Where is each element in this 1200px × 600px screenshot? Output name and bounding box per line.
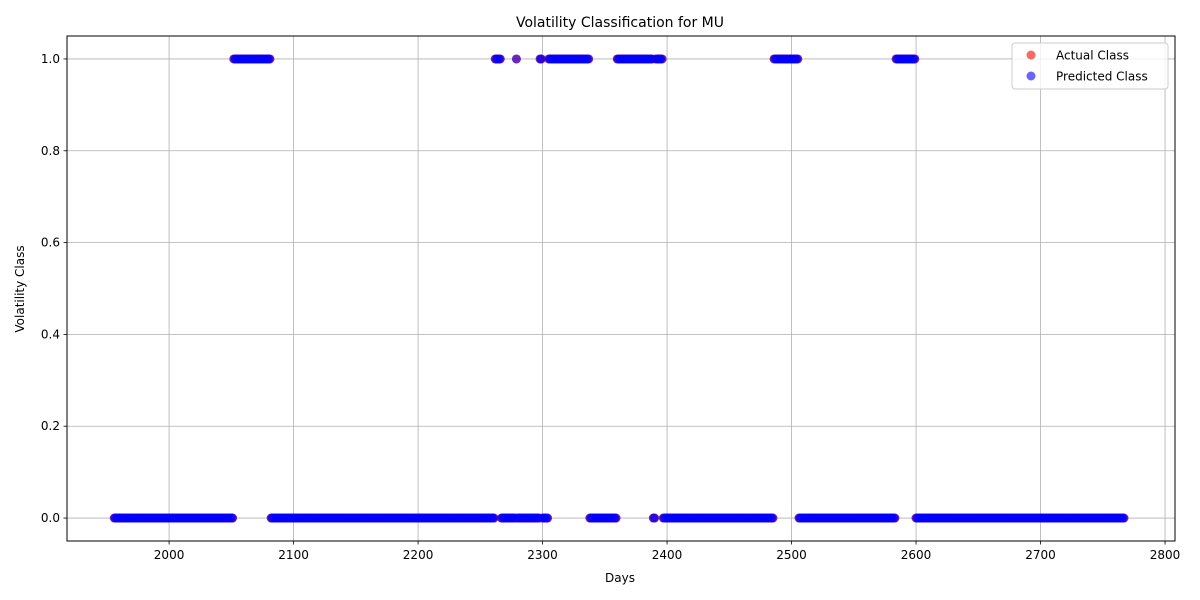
scatter-point — [543, 513, 553, 523]
plot-background — [67, 36, 1175, 541]
scatter-point — [265, 54, 275, 64]
x-axis-ticks: 2000 2100 2200 2300 2400 2500 2600 2700 2800 — [154, 541, 1181, 562]
scatter-point — [584, 54, 594, 64]
y-axis-ticks: 0.0 0.2 0.4 0.6 0.8 1.0 — [41, 52, 67, 525]
legend-label-actual: Actual Class — [1056, 49, 1129, 63]
x-tick-label: 2600 — [901, 548, 932, 562]
scatter-point — [890, 513, 900, 523]
scatter-point — [511, 54, 521, 64]
y-tick-label: 0.2 — [41, 419, 60, 433]
legend: Actual Class Predicted Class — [1011, 42, 1169, 90]
y-tick-label: 0.0 — [41, 511, 60, 525]
chart-title: Volatility Classification for MU — [516, 15, 724, 31]
legend-marker-predicted — [1026, 71, 1036, 81]
x-tick-label: 2000 — [154, 548, 185, 562]
data-points — [109, 54, 1129, 523]
x-tick-label: 2100 — [278, 548, 309, 562]
scatter-point — [489, 513, 499, 523]
x-tick-label: 2200 — [403, 548, 434, 562]
x-axis-label: Days — [605, 571, 635, 585]
scatter-point — [768, 513, 778, 523]
plot-frame — [66, 35, 1176, 542]
scatter-point — [495, 54, 505, 64]
y-axis-label: Volatility Class — [13, 245, 27, 332]
x-tick-label: 2300 — [527, 548, 558, 562]
scatter-point — [536, 54, 546, 64]
legend-label-predicted: Predicted Class — [1056, 70, 1148, 84]
x-tick-label: 2400 — [652, 548, 683, 562]
y-tick-label: 0.6 — [41, 236, 60, 250]
legend-box — [1011, 42, 1169, 90]
scatter-point — [657, 54, 667, 64]
scatter-point — [910, 54, 920, 64]
scatter-point — [611, 513, 621, 523]
y-tick-label: 0.4 — [41, 327, 60, 341]
scatter-point — [793, 54, 803, 64]
y-tick-label: 1.0 — [41, 52, 60, 66]
scatter-point — [1119, 513, 1129, 523]
x-tick-label: 2700 — [1025, 548, 1056, 562]
scatter-point — [650, 513, 660, 523]
y-tick-label: 0.8 — [41, 144, 60, 158]
x-tick-label: 2800 — [1150, 548, 1181, 562]
x-tick-label: 2500 — [776, 548, 807, 562]
scatter-point — [228, 513, 238, 523]
series-predicted — [109, 54, 1129, 523]
legend-marker-actual — [1026, 50, 1036, 60]
